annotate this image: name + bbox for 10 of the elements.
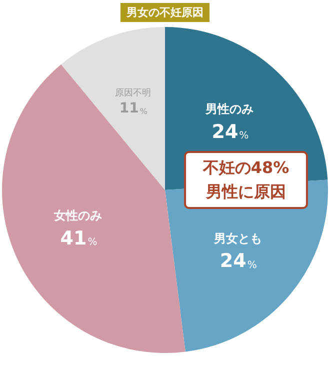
chart-title: 男女の不妊原因 xyxy=(120,3,210,22)
data-label: 11% xyxy=(119,100,148,117)
slice-label: 男女とも xyxy=(212,231,262,246)
slice-label: 女性のみ xyxy=(53,208,102,223)
slice-label: 男性のみ xyxy=(204,102,254,116)
slice-label: 原因不明 xyxy=(114,87,151,98)
data-label: 24% xyxy=(212,121,249,144)
text: 不妊の48% 男性に原因 xyxy=(184,151,308,209)
data-label: 24% xyxy=(220,250,257,272)
data-label: 41% xyxy=(60,227,98,250)
